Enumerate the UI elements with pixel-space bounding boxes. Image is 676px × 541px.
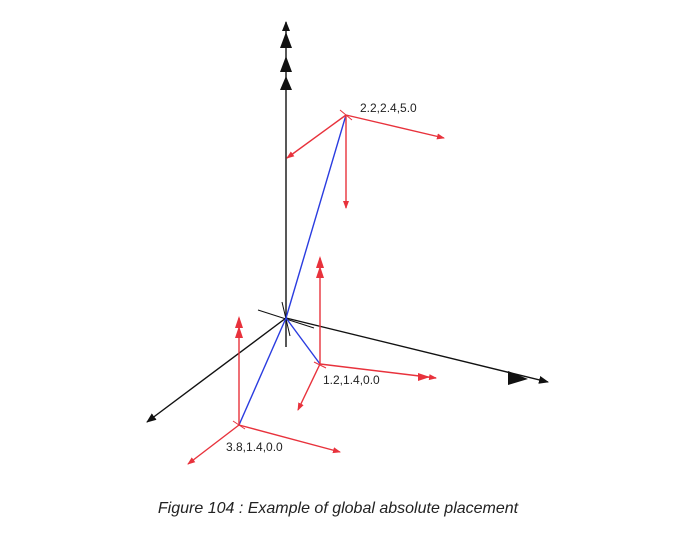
global-axes — [146, 21, 549, 423]
connector-to-top-point — [285, 114, 347, 319]
local-z-low-arrowhead-2 — [235, 326, 243, 338]
connector-to-low-point — [238, 317, 287, 426]
local-x-low — [238, 424, 341, 454]
local-z-low-arrowhead-1 — [235, 316, 243, 328]
local-axes-top — [286, 109, 445, 209]
local-z-mid-arrowhead-1 — [316, 256, 324, 268]
point-tick-low — [232, 420, 246, 430]
connectors — [238, 114, 347, 426]
local-x-mid — [319, 363, 437, 381]
point-tick-top — [339, 109, 353, 121]
local-y-top — [286, 114, 347, 159]
local-axes-mid — [297, 256, 437, 411]
local-x-mid-arrowhead-extra — [418, 373, 430, 381]
connector-to-mid-point — [285, 317, 321, 365]
figure-caption: Figure 104 : Example of global absolute … — [157, 500, 519, 517]
global-x-axis — [285, 317, 549, 384]
point-tick-mid — [313, 361, 327, 369]
local-y-mid — [297, 363, 321, 411]
point-label-mid: 1.2,1.4,0.0 — [323, 373, 380, 387]
global-y-axis — [146, 317, 287, 423]
local-y-low — [187, 424, 240, 465]
local-x-top — [345, 114, 445, 140]
global-z-arrowhead-3 — [280, 76, 292, 90]
global-z-arrowhead-1 — [280, 32, 292, 48]
global-z-arrowhead-2 — [280, 56, 292, 72]
local-axes-low — [187, 316, 341, 465]
point-label-top: 2.2,2.4,5.0 — [360, 101, 417, 115]
global-x-arrowhead-extra — [508, 371, 528, 385]
point-label-low: 3.8,1.4,0.0 — [226, 440, 283, 454]
local-z-mid-arrowhead-2 — [316, 266, 324, 278]
